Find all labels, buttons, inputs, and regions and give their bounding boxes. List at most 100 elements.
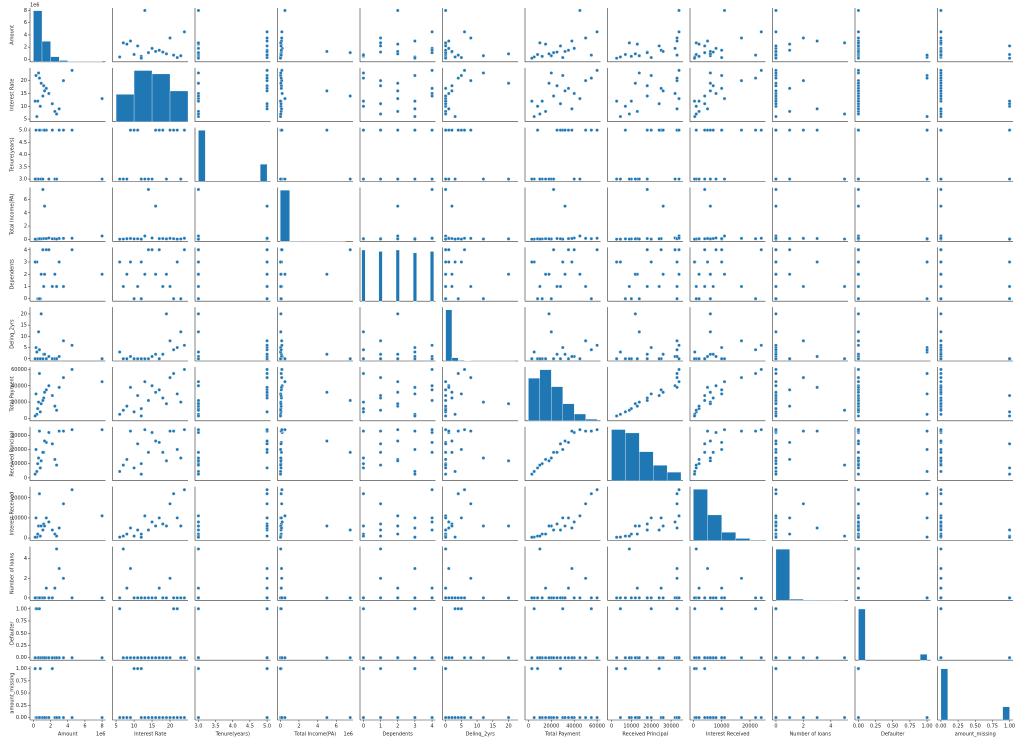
scatter-point	[265, 375, 269, 380]
scatter-point	[705, 385, 710, 390]
scatter-point	[278, 260, 283, 264]
scatter-point	[645, 357, 649, 361]
x-tick-label: 5	[460, 724, 463, 730]
scatter-point	[702, 177, 707, 181]
scatter-point	[566, 48, 571, 52]
scatter-point	[939, 520, 943, 524]
scatter-point	[677, 30, 681, 34]
scatter-point	[361, 99, 366, 103]
scatter-point	[549, 296, 554, 301]
scatter-point	[570, 566, 574, 571]
scatter-point	[708, 49, 713, 54]
scatter-point	[939, 284, 943, 289]
histogram-bar	[789, 598, 804, 601]
y-axis-label: Tenure(years)	[10, 137, 16, 172]
scatter-point	[42, 204, 47, 208]
scatter-point	[182, 596, 187, 600]
scatter-point	[54, 463, 59, 467]
scatter-point	[1007, 466, 1012, 470]
scatter-point	[719, 607, 724, 611]
scatter-point	[453, 260, 457, 264]
scatter-point	[645, 50, 649, 55]
scatter-point	[675, 339, 679, 343]
scatter-point	[279, 81, 283, 85]
scatter-point	[774, 272, 778, 276]
x-tick-label: 20	[167, 724, 173, 730]
scatter-point	[856, 128, 861, 132]
scatter-point	[570, 429, 574, 433]
scatter-point	[413, 357, 417, 361]
scatter-point	[443, 450, 448, 455]
scatter-point	[279, 375, 284, 380]
scatter-point	[566, 86, 571, 91]
scatter-point	[361, 534, 366, 538]
scatter-point	[563, 352, 567, 357]
scatter-point	[708, 128, 713, 132]
scatter-point	[714, 91, 718, 96]
scatter-point	[413, 237, 417, 241]
scatter-point	[34, 392, 38, 396]
scatter-point	[44, 86, 49, 91]
scatter-point	[677, 8, 681, 13]
scatter-point	[361, 128, 366, 132]
scatter-point	[450, 655, 454, 660]
scatter-point	[117, 412, 122, 417]
scatter-point	[551, 596, 556, 600]
scatter-point	[633, 177, 638, 181]
scatter-point	[395, 655, 400, 660]
scatter-point	[714, 236, 718, 240]
scatter-point	[325, 49, 329, 54]
scatter-point	[117, 350, 122, 354]
scatter-point	[589, 607, 594, 611]
scatter-point	[774, 53, 778, 57]
x-tick-label: 8	[100, 724, 103, 730]
y-axis-label: Interest Rate	[10, 79, 16, 111]
scatter-point	[443, 715, 448, 720]
scatter-point	[443, 260, 448, 264]
scatter-point	[395, 42, 400, 46]
scatter-point	[143, 427, 147, 432]
scatter-point	[708, 89, 713, 93]
scatter-point	[161, 596, 165, 600]
scatter-point	[627, 357, 632, 361]
scatter-point	[589, 491, 594, 496]
scatter-point	[450, 396, 454, 400]
y-tick-label: 0	[24, 57, 27, 63]
scatter-point	[157, 236, 161, 241]
x-tick-label: 1.00	[921, 724, 932, 730]
scatter-point	[842, 41, 847, 45]
scatter-point	[325, 715, 329, 720]
y-tick-label: 6	[24, 20, 27, 26]
scatter-point	[459, 237, 464, 241]
scatter-point	[278, 284, 283, 289]
scatter-point	[856, 343, 861, 348]
scatter-point	[535, 666, 540, 671]
scatter-point	[447, 260, 451, 264]
x-tick-label: 0	[32, 724, 35, 730]
scatter-point	[939, 655, 943, 660]
scatter-point	[153, 204, 158, 208]
scatter-point	[175, 260, 179, 264]
scatter-point	[649, 516, 653, 520]
y-tick-label: 10000	[11, 461, 27, 467]
scatter-point	[570, 236, 574, 241]
scatter-point	[633, 401, 638, 406]
x-tick-label: 15	[490, 724, 496, 730]
scatter-point	[139, 296, 144, 301]
scatter-point	[815, 655, 819, 660]
scatter-point	[481, 715, 486, 720]
scatter-point	[196, 459, 201, 463]
scatter-point	[395, 96, 400, 101]
scatter-point	[1007, 414, 1012, 418]
scatter-point	[540, 532, 544, 536]
x-tick-label: 0.75	[987, 724, 998, 730]
x-tick-label: 1.00	[1004, 724, 1015, 730]
scatter-point	[535, 104, 540, 109]
scatter-point	[759, 68, 764, 73]
scatter-point	[171, 53, 176, 57]
scatter-point	[153, 439, 158, 443]
scatter-point	[279, 607, 283, 611]
scatter-point	[265, 516, 269, 520]
scatter-point	[787, 715, 792, 720]
y-tick-label: 0	[24, 356, 27, 362]
